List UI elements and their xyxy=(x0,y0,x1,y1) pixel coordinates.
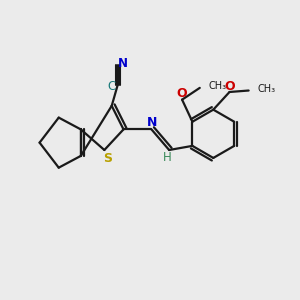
Text: CH₃: CH₃ xyxy=(257,84,276,94)
Text: CH₃: CH₃ xyxy=(208,81,226,92)
Text: H: H xyxy=(163,151,172,164)
Text: N: N xyxy=(147,116,157,129)
Text: C: C xyxy=(107,80,115,93)
Text: S: S xyxy=(103,152,112,165)
Text: N: N xyxy=(118,57,128,70)
Text: O: O xyxy=(225,80,236,93)
Text: O: O xyxy=(177,87,188,100)
